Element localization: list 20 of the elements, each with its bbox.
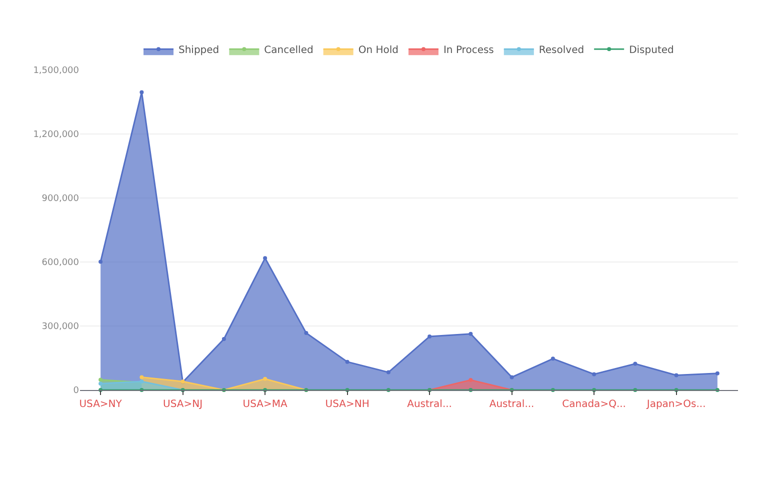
x-tick-label: Austral...: [407, 399, 452, 410]
y-tick-label: 1,500,000: [33, 66, 80, 76]
x-tick-label: Japan>Os...: [646, 399, 706, 410]
legend-label: Disputed: [629, 45, 674, 56]
legend-label: Shipped: [178, 45, 220, 56]
legend-label: Cancelled: [264, 45, 314, 56]
x-tick-label: USA>NY: [79, 399, 123, 410]
x-tick-label: USA>MA: [242, 399, 288, 410]
legend-label: Resolved: [538, 45, 584, 56]
x-tick-label: Austral...: [489, 399, 534, 410]
y-tick-label: 900,000: [42, 194, 80, 204]
y-tick-label: 0: [73, 386, 80, 396]
x-tick-label: USA>NH: [325, 399, 370, 410]
y-tick-label: 1,200,000: [33, 130, 80, 140]
y-tick-label: 300,000: [42, 322, 80, 332]
x-tick-label: Canada>Q...: [562, 399, 626, 410]
x-tick-label: USA>NJ: [163, 399, 203, 410]
y-tick-label: 600,000: [42, 258, 80, 268]
legend-label: On Hold: [358, 45, 398, 56]
legend-label: In Process: [443, 45, 494, 56]
